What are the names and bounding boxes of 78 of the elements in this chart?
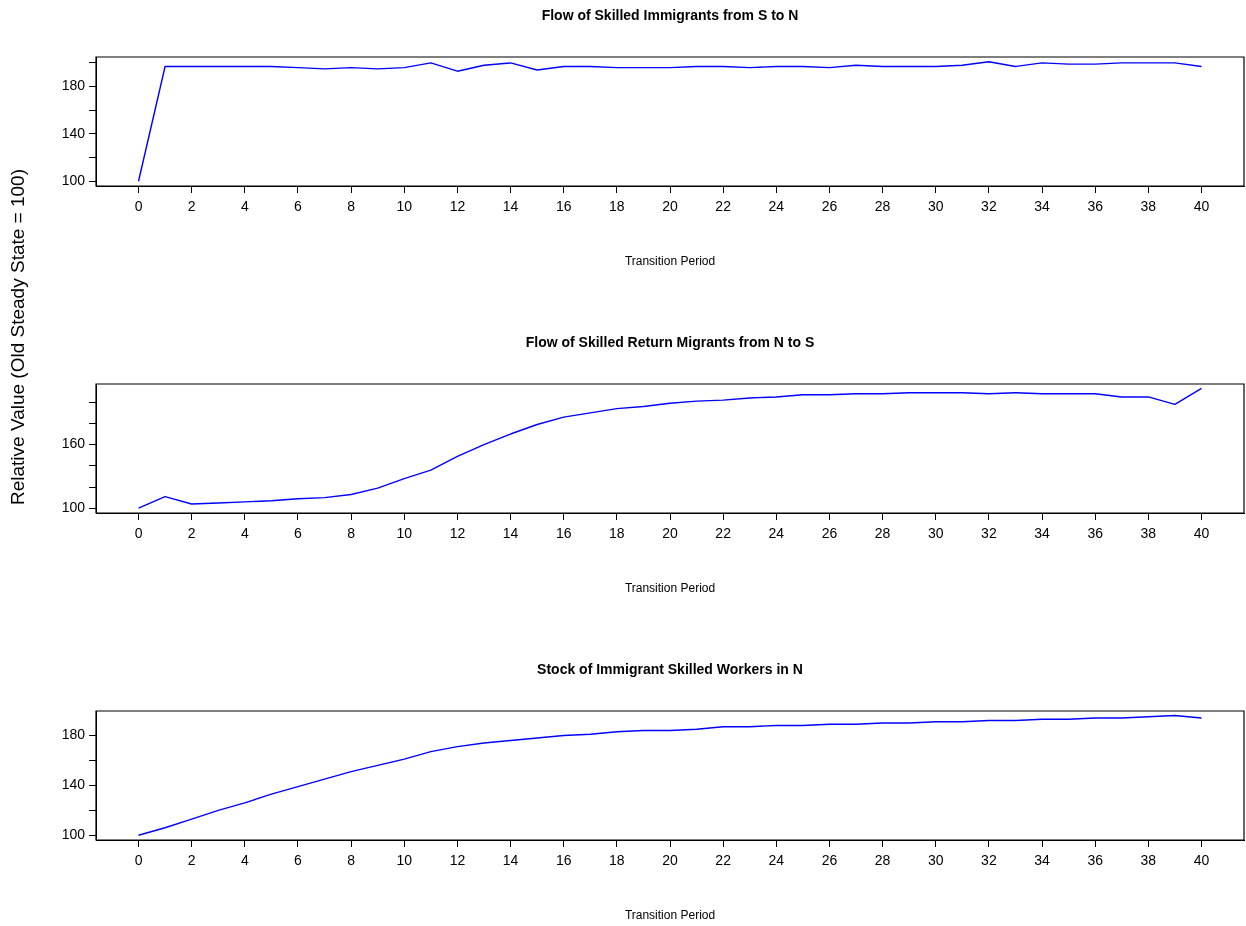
- x-tick-label: 20: [662, 198, 678, 215]
- chart-title: Flow of Skilled Immigrants from S to N: [541, 6, 799, 23]
- x-axis-title: Transition Period: [624, 254, 716, 269]
- x-tick-label: 0: [134, 852, 143, 869]
- x-tick-label: 4: [240, 852, 249, 869]
- x-tick-label: 2: [187, 198, 196, 215]
- x-tick-label: 30: [927, 198, 944, 215]
- x-tick-label: 38: [1140, 525, 1157, 542]
- x-tick-label: 14: [502, 198, 519, 215]
- x-tick-label: 34: [1034, 525, 1051, 542]
- y-tick-label: 140: [61, 776, 86, 793]
- x-tick-label: 38: [1140, 198, 1157, 215]
- x-tick-label: 38: [1140, 852, 1157, 869]
- x-tick-label: 6: [294, 852, 303, 869]
- x-tick-label: 18: [609, 198, 625, 215]
- x-tick-label: 32: [981, 198, 997, 215]
- x-tick-label: 30: [927, 852, 944, 869]
- x-tick-label: 36: [1087, 198, 1104, 215]
- x-tick-label: 36: [1087, 525, 1104, 542]
- x-tick-label: 28: [874, 852, 891, 869]
- x-tick-label: 22: [715, 525, 732, 542]
- y-axis-title: Relative Value (Old Steady State = 100): [7, 168, 29, 506]
- x-tick-label: 32: [981, 852, 997, 869]
- chart-title: Stock of Immigrant Skilled Workers in N: [537, 660, 803, 677]
- x-tick-label: 36: [1087, 852, 1104, 869]
- x-tick-label: 4: [240, 525, 249, 542]
- x-tick-label: 20: [662, 525, 678, 542]
- x-tick-label: 18: [609, 525, 625, 542]
- x-tick-label: 34: [1034, 198, 1051, 215]
- x-tick-label: 20: [662, 852, 678, 869]
- x-tick-label: 8: [347, 852, 356, 869]
- x-tick-label: 40: [1193, 852, 1210, 869]
- x-tick-label: 30: [927, 525, 944, 542]
- x-tick-label: 4: [240, 198, 249, 215]
- x-tick-label: 2: [187, 852, 196, 869]
- x-tick-label: 28: [874, 198, 891, 215]
- x-tick-label: 10: [396, 852, 413, 869]
- y-tick-label: 180: [61, 77, 86, 94]
- x-tick-label: 16: [555, 852, 572, 869]
- x-axis-title: Transition Period: [624, 581, 716, 596]
- x-axis-title: Transition Period: [624, 908, 716, 923]
- y-tick-label: 160: [61, 435, 86, 452]
- x-tick-label: 6: [294, 525, 303, 542]
- chart-title: Flow of Skilled Return Migrants from N to S: [525, 333, 815, 350]
- x-tick-label: 2: [187, 525, 196, 542]
- x-tick-label: 28: [874, 525, 891, 542]
- x-tick-label: 0: [134, 198, 143, 215]
- x-tick-label: 12: [449, 852, 466, 869]
- x-tick-label: 16: [555, 198, 572, 215]
- x-tick-label: 24: [768, 198, 785, 215]
- x-tick-label: 6: [294, 198, 303, 215]
- x-tick-label: 34: [1034, 852, 1051, 869]
- y-tick-label: 100: [61, 499, 86, 516]
- x-tick-label: 0: [134, 525, 143, 542]
- x-tick-label: 40: [1193, 525, 1210, 542]
- x-tick-label: 26: [821, 852, 838, 869]
- x-tick-label: 14: [502, 852, 519, 869]
- y-tick-label: 140: [61, 124, 86, 141]
- x-tick-label: 12: [449, 198, 466, 215]
- x-tick-label: 22: [715, 852, 732, 869]
- x-tick-label: 26: [821, 525, 838, 542]
- y-tick-label: 180: [61, 726, 86, 743]
- x-tick-label: 24: [768, 852, 785, 869]
- x-tick-label: 32: [981, 525, 997, 542]
- x-tick-label: 22: [715, 198, 732, 215]
- x-tick-label: 24: [768, 525, 785, 542]
- x-tick-label: 16: [555, 525, 572, 542]
- x-tick-label: 12: [449, 525, 466, 542]
- x-tick-label: 8: [347, 525, 356, 542]
- x-tick-label: 8: [347, 198, 356, 215]
- y-tick-label: 100: [61, 826, 86, 843]
- x-tick-label: 40: [1193, 198, 1210, 215]
- x-tick-label: 14: [502, 525, 519, 542]
- x-tick-label: 26: [821, 198, 838, 215]
- x-tick-label: 10: [396, 525, 413, 542]
- x-tick-label: 18: [609, 852, 625, 869]
- x-tick-label: 10: [396, 198, 413, 215]
- y-tick-label: 100: [61, 172, 86, 189]
